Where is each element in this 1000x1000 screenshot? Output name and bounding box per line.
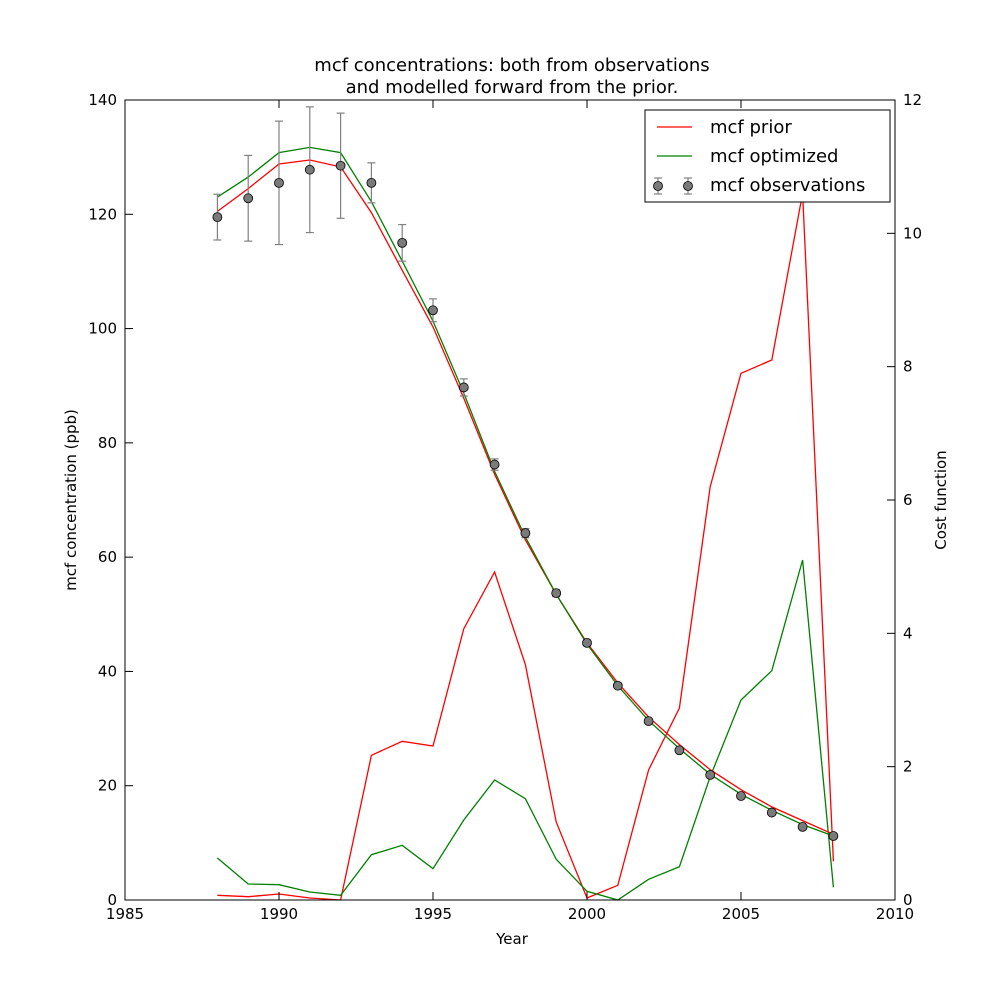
observation-point bbox=[304, 106, 315, 234]
legend-optimized-label: mcf optimized bbox=[710, 146, 838, 167]
legend-prior-label: mcf prior bbox=[710, 117, 792, 138]
x-tick-label: 2010 bbox=[876, 905, 914, 923]
cost-line-optimized bbox=[216, 559, 835, 901]
observation-marker bbox=[274, 177, 284, 188]
observation-marker bbox=[736, 791, 746, 801]
y2-tick-label: 12 bbox=[903, 91, 922, 109]
y-tick-label: 80 bbox=[98, 434, 117, 452]
observation-point bbox=[643, 716, 654, 727]
observation-marker bbox=[428, 305, 438, 316]
observation-point bbox=[366, 162, 377, 204]
observation-point bbox=[335, 112, 346, 219]
legend: mcf prior mcf optimized mcf observations bbox=[644, 109, 891, 203]
y-tick-label: 20 bbox=[98, 777, 117, 795]
observation-point bbox=[736, 791, 746, 801]
y2-tick-label: 0 bbox=[903, 891, 913, 909]
observation-point bbox=[551, 588, 562, 599]
observation-marker bbox=[612, 680, 623, 691]
y2-tick-label: 6 bbox=[903, 491, 913, 509]
y-axis-label: mcf concentration (ppb) bbox=[62, 409, 80, 591]
y-tick-label: 100 bbox=[88, 320, 117, 338]
x-tick-label: 1985 bbox=[106, 905, 144, 923]
observation-point bbox=[243, 154, 254, 242]
y2-tick-label: 4 bbox=[903, 624, 913, 642]
chart-title-line-1: mcf concentrations: both from observatio… bbox=[314, 55, 709, 76]
observation-marker bbox=[489, 459, 500, 470]
observation-point bbox=[520, 527, 531, 539]
x-tick-label: 1990 bbox=[260, 905, 298, 923]
observation-marker bbox=[705, 769, 716, 780]
plot-area bbox=[212, 106, 839, 901]
observation-marker bbox=[797, 821, 808, 832]
chart-title-line-2: and modelled forward from the prior. bbox=[346, 77, 679, 98]
observation-point bbox=[428, 298, 438, 323]
observation-point bbox=[828, 831, 839, 841]
x-axis-label: Year bbox=[495, 930, 529, 948]
legend-observation-marker bbox=[653, 181, 663, 191]
observation-point bbox=[766, 807, 777, 818]
observation-marker bbox=[458, 382, 469, 393]
observation-point bbox=[674, 745, 685, 756]
observation-point bbox=[705, 769, 716, 780]
observation-marker bbox=[335, 160, 346, 171]
observation-point bbox=[612, 680, 623, 691]
cost-line-prior bbox=[217, 193, 835, 901]
y2-tick-label: 2 bbox=[903, 758, 913, 776]
observation-point bbox=[489, 458, 500, 471]
legend-observations-label: mcf observations bbox=[710, 175, 865, 196]
y-tick-label: 0 bbox=[107, 891, 117, 909]
observation-point bbox=[458, 378, 469, 397]
y-tick-label: 60 bbox=[98, 548, 117, 566]
observation-marker bbox=[212, 212, 223, 223]
observation-marker bbox=[674, 745, 685, 756]
observation-point bbox=[397, 223, 408, 262]
x-tick-label: 2000 bbox=[568, 905, 606, 923]
observation-marker bbox=[304, 164, 315, 175]
x-tick-label: 1995 bbox=[414, 905, 452, 923]
y2-tick-label: 8 bbox=[903, 358, 913, 376]
concentration-line-prior bbox=[217, 159, 834, 835]
observation-marker bbox=[243, 193, 254, 204]
y-tick-label: 40 bbox=[98, 662, 117, 680]
observation-marker bbox=[766, 807, 777, 818]
y2-tick-label: 10 bbox=[903, 224, 922, 242]
observation-marker bbox=[397, 237, 408, 248]
observation-point bbox=[797, 821, 808, 832]
observation-marker bbox=[828, 831, 839, 841]
axis-ticks: 1985 1990 1995 2000 2005 20100204060801001201… bbox=[88, 91, 922, 923]
observation-marker bbox=[366, 177, 377, 188]
y-tick-label: 140 bbox=[88, 91, 117, 109]
legend-observation-marker bbox=[683, 181, 693, 191]
x-tick-label: 2005 bbox=[722, 905, 760, 923]
observation-marker bbox=[520, 528, 531, 539]
observation-marker bbox=[582, 637, 592, 648]
observation-point bbox=[582, 637, 592, 648]
observation-marker bbox=[551, 588, 562, 599]
y2-axis-label: Cost function bbox=[932, 450, 950, 549]
observation-point bbox=[212, 193, 223, 241]
legend-observations-swatch bbox=[653, 177, 693, 195]
observation-marker bbox=[643, 716, 654, 727]
y-tick-label: 120 bbox=[88, 205, 117, 223]
observation-point bbox=[274, 120, 284, 246]
